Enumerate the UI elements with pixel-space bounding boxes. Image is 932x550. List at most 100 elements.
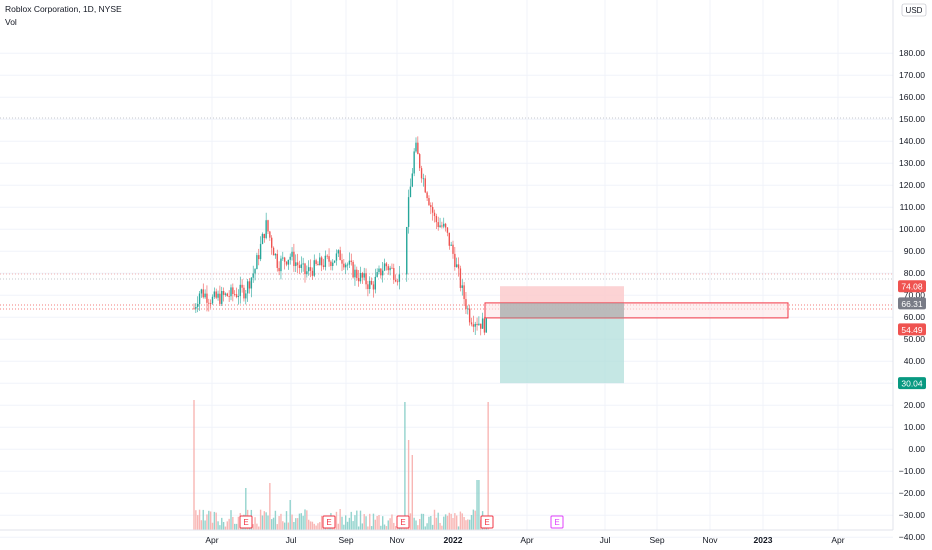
candle-body bbox=[359, 273, 362, 282]
price-axis-label: 130.00 bbox=[899, 158, 925, 168]
volume-bar bbox=[337, 523, 339, 530]
candle-body bbox=[419, 154, 421, 169]
price-tag bbox=[898, 280, 926, 293]
volume-bar bbox=[261, 515, 264, 530]
candle-body bbox=[424, 178, 426, 193]
volume-indicator-label: Vol bbox=[5, 17, 17, 27]
volume-bar bbox=[474, 510, 476, 530]
volume-bar bbox=[419, 519, 421, 530]
time-axis-label: Apr bbox=[520, 535, 533, 545]
price-axis-label: 150.00 bbox=[899, 114, 925, 124]
candle-body bbox=[295, 262, 297, 267]
volume-bar bbox=[387, 520, 389, 530]
candle-body bbox=[219, 293, 221, 304]
candle-body bbox=[213, 291, 216, 297]
candle-body bbox=[350, 260, 352, 262]
volume-bar bbox=[317, 523, 319, 530]
candle-body bbox=[472, 324, 475, 327]
volume-bar bbox=[457, 526, 460, 530]
volume-bar bbox=[208, 510, 210, 530]
currency-label: USD bbox=[906, 6, 923, 15]
candle-body bbox=[365, 273, 367, 285]
symbol-title: Roblox Corporation, 1D, NYSE bbox=[5, 4, 122, 14]
volume-bar bbox=[311, 521, 314, 530]
volume-bar bbox=[359, 510, 362, 530]
price-tag bbox=[898, 297, 926, 310]
candle-body bbox=[457, 264, 460, 269]
candle-body bbox=[198, 293, 201, 305]
candle-body bbox=[446, 227, 449, 233]
time-axis-label: Jul bbox=[286, 535, 297, 545]
volume-bar bbox=[411, 455, 413, 530]
candle-body bbox=[276, 253, 278, 268]
earnings-icon bbox=[550, 515, 564, 529]
candle-body bbox=[430, 205, 432, 207]
price-axis-label: 170.00 bbox=[899, 70, 925, 80]
candle-body bbox=[433, 212, 436, 216]
volume-bar bbox=[258, 526, 260, 530]
volume-bar bbox=[308, 519, 310, 530]
candle-body bbox=[332, 262, 334, 266]
volume-bar bbox=[374, 519, 376, 530]
volume-bar bbox=[431, 524, 434, 530]
candle-body bbox=[385, 263, 388, 267]
volume-bar bbox=[404, 402, 406, 530]
candle-body bbox=[454, 253, 456, 267]
earnings-label: E bbox=[400, 518, 405, 527]
candle-body bbox=[417, 142, 419, 155]
volume-bar bbox=[441, 525, 443, 530]
volume-bar bbox=[433, 509, 436, 530]
candle-body bbox=[302, 263, 304, 265]
volume-bar bbox=[463, 516, 465, 530]
volume-bar bbox=[291, 514, 293, 530]
volume-bar bbox=[409, 513, 412, 530]
candle-body bbox=[254, 269, 256, 274]
candle-body bbox=[328, 256, 330, 262]
volume-bar bbox=[426, 523, 428, 530]
volume-bar bbox=[420, 513, 423, 530]
candle-body bbox=[380, 268, 382, 276]
volume-bar bbox=[285, 511, 288, 530]
candle-body bbox=[343, 263, 345, 268]
candle-body bbox=[394, 279, 397, 282]
volume-bar bbox=[478, 480, 480, 530]
price-axis-label: 90.00 bbox=[904, 246, 926, 256]
time-axis-label: Sep bbox=[338, 535, 353, 545]
time-axis-label: Apr bbox=[831, 535, 844, 545]
candle-body bbox=[317, 263, 319, 266]
volume-bar bbox=[272, 517, 275, 530]
volume-bar bbox=[219, 525, 221, 530]
candle-body bbox=[354, 269, 356, 278]
price-tag-label: 30.04 bbox=[901, 379, 923, 389]
candle-body bbox=[265, 220, 267, 239]
volume-bar bbox=[450, 513, 452, 530]
candle-body bbox=[346, 264, 349, 266]
candle-body bbox=[476, 323, 478, 326]
candle-body bbox=[335, 253, 338, 261]
earnings-icon bbox=[322, 515, 336, 529]
volume-bar bbox=[394, 526, 397, 530]
volume-bar bbox=[200, 520, 203, 530]
volume-bar bbox=[269, 483, 271, 530]
volume-bar bbox=[259, 509, 262, 530]
candle-body bbox=[313, 260, 315, 276]
volume-bar bbox=[345, 515, 347, 530]
candle-body bbox=[241, 284, 243, 288]
candle-body bbox=[298, 265, 301, 268]
volume-bar bbox=[228, 518, 230, 530]
candle-body bbox=[448, 232, 450, 246]
price-tag bbox=[898, 323, 926, 336]
volume-bar bbox=[252, 524, 254, 530]
volume-bar bbox=[417, 525, 419, 530]
price-axis-label: 10.00 bbox=[904, 422, 926, 432]
volume-bar bbox=[295, 518, 297, 530]
candle-body bbox=[296, 262, 299, 266]
volume-bar bbox=[283, 522, 286, 530]
candle-body bbox=[428, 198, 430, 206]
candle-body bbox=[293, 251, 295, 267]
volume-bar bbox=[448, 512, 450, 530]
volume-bar bbox=[300, 513, 302, 530]
price-axis-label: 70.00 bbox=[904, 290, 926, 300]
volume-bar bbox=[369, 513, 371, 530]
